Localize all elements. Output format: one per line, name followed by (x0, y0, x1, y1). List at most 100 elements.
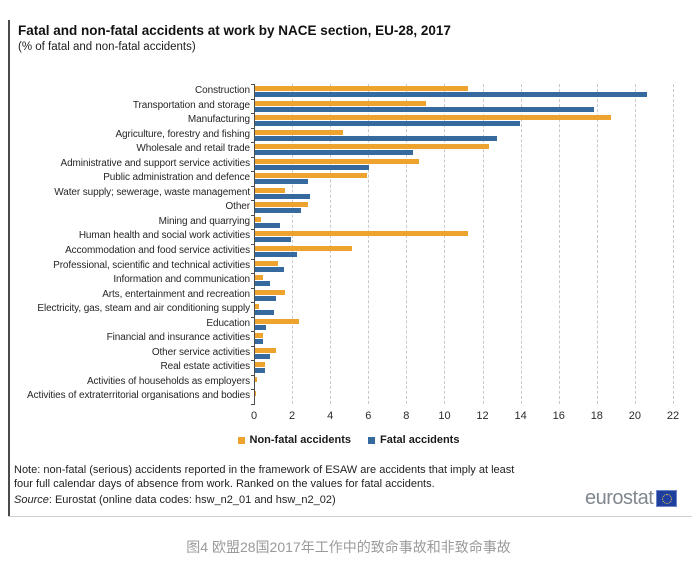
eu-flag-icon (656, 490, 678, 507)
category-label: Construction (195, 85, 250, 96)
bar-nonfatal (255, 260, 278, 266)
category-axis-tick (251, 127, 255, 129)
legend-label-nonfatal: Non-fatal accidents (249, 434, 351, 446)
category-axis-tick (251, 316, 255, 318)
category-label: Other (225, 201, 250, 213)
bar-nonfatal (255, 289, 286, 295)
category-label: Activities of extraterritorial organisat… (27, 390, 250, 402)
category-axis-tick (251, 185, 255, 187)
x-tick-label: 10 (438, 410, 451, 422)
eu-stars-circle-icon (661, 493, 672, 504)
bar-nonfatal (255, 187, 286, 193)
x-tick-label: 18 (590, 410, 603, 422)
x-tick-label: 8 (403, 410, 410, 422)
legend-item-fatal: Fatal accidents (367, 434, 460, 446)
gridline (482, 84, 484, 404)
category-axis-tick (251, 389, 255, 391)
bar-nonfatal (255, 144, 490, 150)
category-label: Agriculture, forestry and fishing (115, 128, 250, 140)
bar-fatal (255, 266, 284, 272)
category-label: Mining and quarrying (158, 215, 250, 227)
bar-fatal (255, 193, 311, 199)
figure-caption: 图4 欧盟28国2017年工作中的致命事故和非致命事故 (186, 539, 511, 555)
category-axis-tick (251, 331, 255, 333)
chart-subtitle: (% of fatal and non-fatal accidents) (18, 41, 196, 53)
note-text: Note: non-fatal (serious) accidents repo… (14, 464, 515, 490)
bar-nonfatal (255, 333, 263, 339)
category-axis-tick (251, 98, 255, 100)
bar-fatal (255, 237, 292, 243)
category-label: Arts, entertainment and recreation (102, 288, 250, 300)
bar-nonfatal (255, 129, 343, 135)
x-tick-label: 12 (476, 410, 489, 422)
x-tick-label: 16 (552, 410, 565, 422)
bar-nonfatal (255, 362, 265, 368)
category-axis-labels: Construction Transportation and storage Ma… (10, 84, 250, 404)
category-label: Real estate activities (160, 361, 250, 373)
bar-fatal (255, 281, 271, 287)
category-axis-tick (251, 273, 255, 275)
category-label: Information and communication (113, 274, 250, 286)
x-tick-label: 4 (327, 410, 334, 422)
bar-nonfatal (255, 318, 299, 324)
bar-nonfatal (255, 86, 469, 91)
bar-nonfatal (255, 246, 353, 251)
category-axis-tick (251, 84, 255, 85)
gridline (368, 84, 370, 404)
bar-fatal (255, 295, 276, 301)
category-axis-tick (251, 113, 255, 115)
bar-fatal (255, 179, 309, 185)
bar-nonfatal (255, 173, 368, 179)
category-axis-tick (251, 374, 255, 376)
bar-fatal (255, 135, 497, 141)
category-axis-tick (251, 287, 255, 289)
legend-label-fatal: Fatal accidents (379, 434, 460, 446)
bar-fatal (255, 222, 280, 228)
gridline (406, 84, 408, 404)
category-axis-tick (251, 142, 255, 144)
x-tick-label: 2 (289, 410, 296, 422)
panel-bottom-border (8, 516, 692, 517)
bar-nonfatal (255, 115, 612, 121)
category-axis-tick (251, 258, 255, 260)
category-label: Public administration and defence (103, 172, 250, 184)
chart: Construction Transportation and storage Ma… (10, 84, 690, 422)
gridline (292, 84, 294, 404)
bar-fatal (255, 252, 297, 257)
category-axis-tick (251, 200, 255, 202)
category-label: Transportation and storage (132, 99, 250, 111)
chart-title: Fatal and non-fatal accidents at work by… (18, 23, 451, 38)
eurostat-logo: eurostat (585, 487, 678, 510)
bar-nonfatal (255, 231, 469, 237)
bar-nonfatal (255, 376, 257, 382)
bar-fatal (255, 121, 520, 127)
bar-fatal (255, 310, 275, 316)
category-label: Electricity, gas, steam and air conditio… (37, 303, 250, 315)
x-tick-label: 6 (365, 410, 372, 422)
x-tick-label: 14 (514, 410, 527, 422)
legend-swatch-nonfatal-icon (237, 436, 245, 444)
category-label: Financial and insurance activities (106, 332, 250, 344)
category-label: Manufacturing (187, 114, 250, 126)
category-label: Human health and social work activities (78, 230, 250, 242)
category-axis-tick (251, 156, 255, 158)
gridline (634, 84, 636, 404)
legend-item-nonfatal: Non-fatal accidents (237, 434, 351, 446)
bar-fatal (255, 92, 648, 97)
category-label: Accommodation and food service activitie… (65, 245, 250, 256)
gridline (444, 84, 446, 404)
gridline (520, 84, 522, 404)
bar-fatal (255, 106, 594, 112)
category-label: Wholesale and retail trade (136, 143, 250, 155)
bar-nonfatal (255, 391, 256, 397)
category-label: Activities of households as employers (86, 375, 250, 387)
bar-nonfatal (255, 158, 419, 164)
source-line: Source: Eurostat (online data codes: hsw… (14, 494, 336, 506)
x-axis-tick-labels: 0 2 4 6 8 10 12 14 16 18 20 22 (251, 410, 679, 424)
gridline (673, 84, 674, 404)
bar-fatal (255, 339, 263, 345)
bar-nonfatal (255, 347, 276, 353)
category-axis-tick (251, 214, 255, 216)
eurostat-logo-text: eurostat (585, 487, 654, 509)
bar-nonfatal (255, 202, 309, 208)
